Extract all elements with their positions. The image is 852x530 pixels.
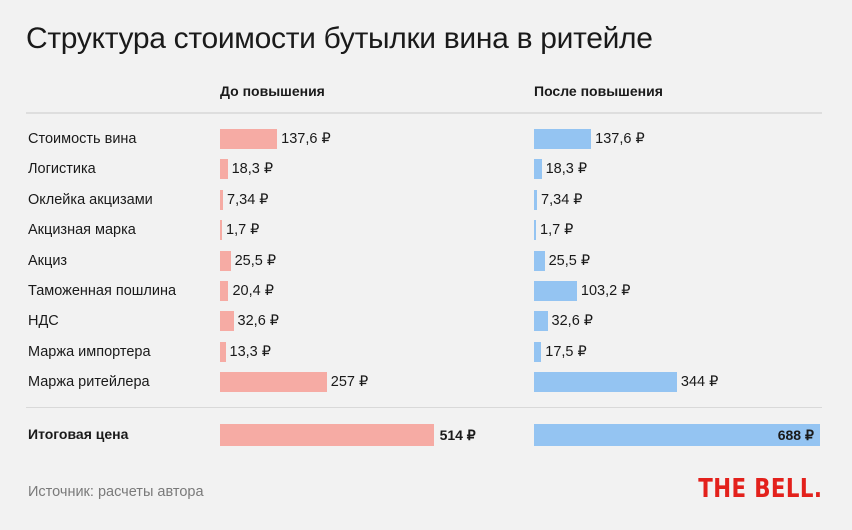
value-label-before: 1,7 ₽	[226, 222, 260, 239]
bar-after	[534, 159, 542, 180]
value-label-before: 7,34 ₽	[227, 191, 269, 208]
total-divider	[26, 407, 822, 408]
row-label: НДС	[28, 313, 59, 330]
value-label-after: 103,2 ₽	[580, 283, 631, 299]
brand-logo: THE BELL.	[697, 474, 822, 504]
value-label-before: 25,5 ₽	[234, 252, 277, 269]
value-label-after: 25,5 ₽	[548, 252, 591, 269]
bar-after	[534, 189, 538, 210]
bar-after	[534, 311, 548, 332]
total-row-label: Итоговая цена	[28, 426, 129, 442]
bar-before	[220, 159, 228, 180]
total-value-before: 514 ₽	[439, 427, 476, 443]
bar-before	[220, 311, 234, 332]
bar-after	[534, 129, 592, 149]
bar-before	[220, 129, 278, 149]
value-label-before: 257 ₽	[330, 374, 369, 391]
value-label-after: 137,6 ₽	[595, 131, 645, 147]
bar-before	[220, 341, 226, 362]
row-label: Таможенная пошлина	[28, 283, 177, 299]
value-label-before: 137,6 ₽	[281, 131, 331, 147]
value-label-after: 32,6 ₽	[551, 313, 594, 330]
row-label: Маржа импортера	[28, 343, 151, 360]
header-divider	[26, 112, 822, 114]
bar-after	[534, 250, 545, 271]
row-label: Акцизная марка	[28, 222, 136, 239]
source-note: Источник: расчеты автора	[28, 484, 204, 500]
column-header-before: До повышения	[220, 83, 325, 99]
bar-before	[220, 372, 327, 393]
value-label-before: 32,6 ₽	[237, 313, 280, 330]
value-label-before: 13,3 ₽	[229, 343, 271, 360]
column-header-after: После повышения	[534, 83, 663, 99]
row-label: Стоимость вина	[28, 131, 137, 147]
value-label-after: 344 ₽	[680, 374, 719, 391]
bar-after	[534, 372, 677, 393]
value-label-before: 20,4 ₽	[232, 283, 274, 299]
row-label: Акциз	[28, 252, 68, 269]
value-label-after: 1,7 ₽	[540, 222, 574, 239]
bar-after	[534, 220, 536, 241]
total-value-after: 688 ₽	[777, 427, 814, 443]
row-label: Маржа ритейлера	[28, 374, 150, 391]
value-label-after: 18,3 ₽	[545, 161, 588, 178]
row-label: Оклейка акцизами	[28, 191, 153, 208]
value-label-before: 18,3 ₽	[231, 161, 274, 178]
bar-before	[220, 281, 229, 301]
value-label-after: 17,5 ₽	[545, 343, 587, 360]
bar-after	[534, 341, 542, 362]
chart-title: Структура стоимости бутылки вина в ритей…	[26, 22, 653, 55]
value-label-after: 7,34 ₽	[541, 191, 583, 208]
total-bar-before	[220, 424, 434, 446]
row-label: Логистика	[28, 161, 96, 178]
bar-before	[220, 189, 224, 210]
total-bar-after	[534, 424, 820, 446]
bar-after	[534, 281, 577, 301]
bar-before	[220, 220, 222, 241]
bar-before	[220, 250, 231, 271]
